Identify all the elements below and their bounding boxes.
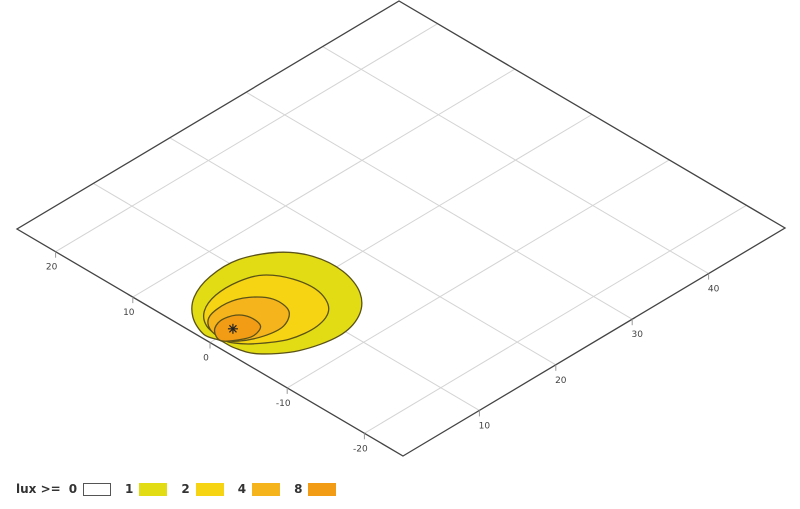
axis-ticks: 20 10 0 -10 -20 10 20 30 40 [46, 251, 720, 454]
grid-line-y [55, 23, 438, 253]
legend-swatch-1 [139, 482, 168, 496]
legend-label-1: 1 [125, 482, 134, 496]
y-tick-label: -20 [353, 444, 368, 454]
legend-label-3: 4 [237, 482, 247, 496]
legend-swatch-3 [252, 482, 281, 496]
x-tick-label: 30 [631, 330, 643, 340]
y-tick-label: 10 [123, 308, 135, 318]
x-tick-label: 10 [479, 421, 491, 431]
plot-border [15, 0, 787, 457]
y-tick-label: 20 [46, 263, 58, 273]
grid-line-y [286, 159, 670, 389]
contour-lux-8 [213, 314, 262, 342]
light-source-marker [227, 323, 238, 334]
x-tick-label: 20 [555, 376, 567, 386]
grid-line-y [132, 68, 516, 298]
y-tick-label: 0 [203, 354, 209, 364]
asterisk-stroke [228, 324, 237, 333]
grid-line-y [364, 204, 747, 434]
x-tick-label: 40 [708, 285, 720, 295]
y-tick-label: -10 [276, 399, 291, 409]
legend-label-0: 0 [68, 482, 78, 496]
legend: lux >= 0 1 2 4 8 [16, 482, 350, 496]
legend-title: lux >= [16, 482, 61, 496]
contour-plot: 20 10 0 -10 -20 10 20 30 40 [15, 0, 787, 457]
legend-label-4: 8 [294, 482, 303, 496]
plot-frame [15, 0, 787, 457]
legend-swatch-2 [195, 482, 224, 496]
legend-swatch-4 [308, 482, 337, 496]
contour-fills [191, 251, 363, 355]
grid-lines [55, 23, 747, 434]
legend-label-2: 2 [181, 482, 190, 496]
legend-swatch-0 [83, 482, 112, 496]
